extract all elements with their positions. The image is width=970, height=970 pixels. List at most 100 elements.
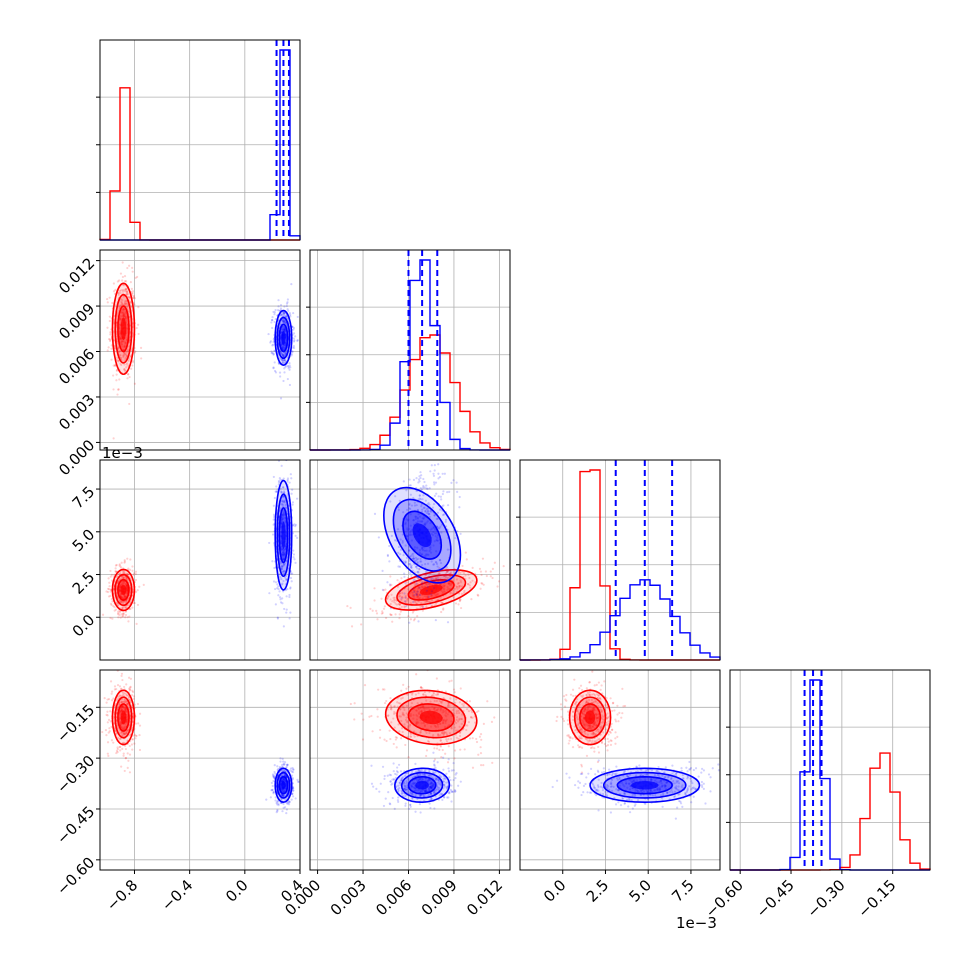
- scatter-point-blue: [282, 558, 285, 561]
- scatter-point-blue: [430, 577, 434, 580]
- scatter-point-blue: [279, 375, 282, 378]
- scatter-point-blue: [434, 619, 437, 622]
- scatter-point-red: [119, 337, 122, 340]
- scatter-point-red: [447, 582, 450, 585]
- scatter-point-blue: [278, 309, 281, 312]
- scatter-point-blue: [282, 564, 285, 568]
- scatter-point-blue: [283, 774, 286, 777]
- scatter-point-blue: [281, 326, 284, 329]
- scatter-point-red: [112, 374, 115, 377]
- scatter-point-blue: [283, 774, 287, 777]
- scatter-point-red: [120, 311, 123, 314]
- contour-red-0: [384, 689, 478, 746]
- scatter-point-red: [435, 747, 439, 750]
- scatter-point-red: [445, 740, 449, 743]
- scatter-point-blue: [401, 539, 404, 543]
- scatter-point-red: [396, 701, 399, 704]
- scatter-point-red: [116, 596, 120, 600]
- scatter-point-blue: [274, 772, 277, 775]
- scatter-point-red: [123, 345, 126, 349]
- scatter-point-red: [363, 683, 367, 687]
- scatter-point-red: [390, 613, 393, 617]
- scatter-point-blue: [282, 311, 285, 314]
- scatter-point-red: [383, 688, 386, 691]
- scatter-point-red: [132, 572, 136, 575]
- scatter-point-blue: [439, 525, 442, 528]
- scatter-point-red: [118, 588, 121, 591]
- scatter-point-red: [437, 572, 440, 575]
- scatter-point-blue: [280, 464, 283, 467]
- scatter-point-red: [117, 610, 120, 613]
- scatter-point-red: [425, 749, 429, 752]
- scatter-point-red: [126, 714, 129, 717]
- scatter-point-red: [118, 685, 122, 688]
- scatter-point-red: [126, 720, 129, 723]
- scatter-point-blue: [287, 803, 291, 806]
- scatter-point-blue: [283, 513, 286, 517]
- scatter-point-blue: [279, 598, 282, 601]
- scatter-point-red: [389, 602, 392, 606]
- scatter-point-red: [126, 616, 129, 619]
- scatter-point-blue: [290, 354, 293, 357]
- scatter-point-red: [120, 700, 123, 704]
- scatter-point-blue: [426, 455, 428, 457]
- scatter-point-red: [118, 599, 122, 602]
- scatter-point-blue: [280, 351, 283, 354]
- scatter-point-red: [113, 609, 116, 612]
- scatter-point-blue: [435, 517, 438, 521]
- scatter-point-blue: [404, 561, 407, 565]
- scatter-point-blue: [281, 554, 284, 557]
- scatter-point-blue: [290, 456, 292, 458]
- scatter-point-red: [461, 713, 464, 716]
- scatter-point-red: [400, 605, 403, 608]
- scatter-point-blue: [445, 787, 448, 790]
- scatter-point-red: [124, 583, 127, 586]
- scatter-point-red: [442, 607, 445, 610]
- scatter-point-red: [464, 574, 467, 577]
- scatter-point-blue: [283, 371, 286, 374]
- scatter-point-red: [137, 306, 140, 309]
- scatter-point-red: [407, 707, 411, 710]
- scatter-point-blue: [415, 565, 418, 568]
- scatter-point-red: [138, 748, 142, 752]
- scatter-point-blue: [413, 504, 417, 507]
- scatter-point-blue: [458, 495, 461, 499]
- scatter-point-blue: [284, 774, 287, 777]
- scatter-point-blue: [422, 477, 425, 481]
- scatter-point-blue: [282, 806, 285, 809]
- scatter-point-red: [124, 744, 127, 747]
- scatter-point-blue: [287, 365, 290, 368]
- scatter-point-blue: [442, 504, 445, 507]
- scatter-point-blue: [278, 765, 281, 769]
- scatter-point-blue: [427, 774, 430, 778]
- scatter-point-blue: [275, 490, 279, 493]
- scatter-point-red: [419, 706, 422, 709]
- scatter-point-red: [122, 581, 125, 584]
- scatter-point-red: [444, 752, 447, 755]
- scatter-point-red: [138, 585, 141, 588]
- scatter-point-blue: [265, 798, 268, 801]
- scatter-point-blue: [427, 595, 430, 598]
- scatter-point-blue: [282, 763, 285, 767]
- scatter-point-red: [480, 738, 483, 741]
- scatter-point-blue: [430, 532, 433, 535]
- scatter-point-blue: [296, 778, 299, 781]
- scatter-point-red: [417, 721, 420, 724]
- scatter-point-blue: [276, 617, 279, 620]
- scatter-point-red: [129, 568, 132, 571]
- scatter-point-blue: [416, 546, 419, 549]
- scatter-point-red: [404, 596, 407, 599]
- scatter-point-red: [394, 602, 397, 605]
- scatter-point-blue: [271, 789, 274, 792]
- scatter-point-blue: [409, 554, 413, 558]
- scatter-point-blue: [429, 528, 432, 531]
- scatter-point-blue: [415, 592, 418, 595]
- scatter-point-blue: [432, 526, 436, 530]
- scatter-point-red: [383, 701, 387, 705]
- scatter-point-red: [118, 591, 121, 594]
- scatter-point-red: [386, 597, 389, 600]
- scatter-point-blue: [389, 774, 393, 777]
- scatter-point-blue: [424, 499, 427, 502]
- scatter-point-red: [420, 686, 423, 689]
